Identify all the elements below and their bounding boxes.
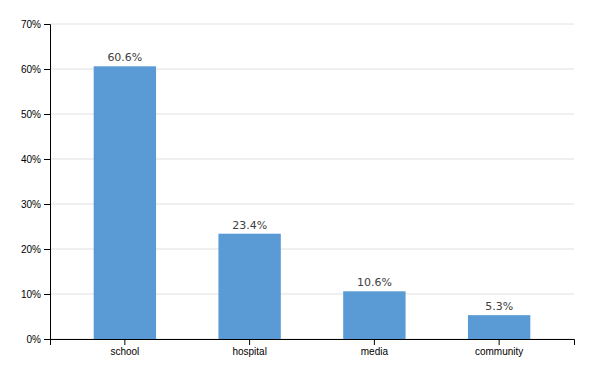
y-axis: 0% 10% 20% 30% 40% 50% 60% 70% xyxy=(21,19,51,345)
x-tick-label: media xyxy=(361,346,389,357)
grid-line xyxy=(50,24,574,25)
y-tick: 20% xyxy=(21,244,50,255)
x-tick: community xyxy=(475,339,523,357)
data-label: 60.6% xyxy=(107,51,142,64)
x-axis: school hospital media community xyxy=(51,339,575,357)
bar xyxy=(468,315,530,339)
bar xyxy=(94,66,156,339)
data-labels: 60.6% 23.4% 10.6% 5.3% xyxy=(107,51,513,313)
y-tick-mark xyxy=(44,204,50,205)
x-tick-label: community xyxy=(475,346,523,357)
y-tick: 40% xyxy=(21,154,50,165)
y-tick: 50% xyxy=(21,109,50,120)
y-tick-mark xyxy=(44,24,50,25)
y-axis-line xyxy=(44,25,51,340)
x-tick: media xyxy=(361,339,389,357)
plot-area: 0% 10% 20% 30% 40% 50% 60% 70% school hospital med… xyxy=(21,19,575,357)
y-tick-label: 60% xyxy=(21,64,41,75)
data-label: 23.4% xyxy=(232,219,267,232)
chart-container: 0% 10% 20% 30% 40% 50% 60% 70% school hospital med… xyxy=(0,0,594,373)
x-tick-mark xyxy=(249,339,250,345)
x-tick-mark xyxy=(499,339,500,345)
x-tick: hospital xyxy=(232,339,266,357)
y-tick-mark xyxy=(44,339,50,340)
y-tick: 60% xyxy=(21,64,50,75)
y-tick-mark xyxy=(44,114,50,115)
data-label: 10.6% xyxy=(357,276,392,289)
y-tick-mark xyxy=(44,249,50,250)
grid xyxy=(50,24,574,339)
y-tick-mark xyxy=(44,69,50,70)
data-label: 5.3% xyxy=(485,300,513,313)
bar xyxy=(218,234,280,339)
x-tick: school xyxy=(110,339,139,357)
y-tick-label: 70% xyxy=(21,19,41,30)
x-tick-mark xyxy=(124,339,125,345)
x-tick-label: hospital xyxy=(232,346,266,357)
y-tick-label: 10% xyxy=(21,289,41,300)
y-tick-label: 40% xyxy=(21,154,41,165)
y-tick-label: 0% xyxy=(27,334,42,345)
y-tick: 70% xyxy=(21,19,50,30)
chart-svg: 0% 10% 20% 30% 40% 50% 60% 70% school hospital med… xyxy=(0,0,594,373)
y-tick: 0% xyxy=(27,334,50,345)
bars xyxy=(94,66,531,339)
x-tick-label: school xyxy=(110,346,139,357)
y-tick: 10% xyxy=(21,289,50,300)
y-tick-label: 30% xyxy=(21,199,41,210)
bar xyxy=(343,291,405,339)
x-axis-line xyxy=(51,340,575,346)
y-tick-mark xyxy=(44,159,50,160)
y-tick-label: 50% xyxy=(21,109,41,120)
y-tick: 30% xyxy=(21,199,50,210)
y-tick-label: 20% xyxy=(21,244,41,255)
x-tick-mark xyxy=(374,339,375,345)
y-tick-mark xyxy=(44,294,50,295)
